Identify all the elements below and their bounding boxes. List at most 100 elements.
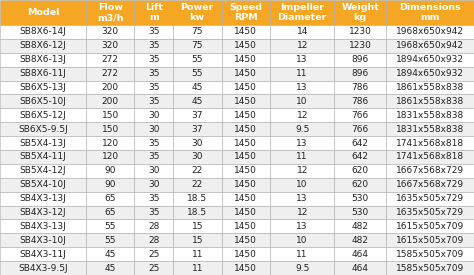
Bar bbox=[334, 25, 386, 39]
Text: 1635x505x729: 1635x505x729 bbox=[396, 208, 464, 217]
Bar bbox=[334, 192, 386, 205]
Text: 28: 28 bbox=[148, 222, 159, 231]
Bar bbox=[0, 233, 86, 247]
Text: 35: 35 bbox=[148, 139, 160, 148]
Bar bbox=[173, 67, 221, 81]
Bar bbox=[86, 233, 135, 247]
Bar bbox=[135, 261, 173, 275]
Text: 272: 272 bbox=[102, 55, 118, 64]
Bar bbox=[386, 39, 474, 53]
Bar bbox=[270, 81, 334, 94]
Text: SB5X4-12J: SB5X4-12J bbox=[19, 166, 66, 175]
Text: 200: 200 bbox=[101, 97, 119, 106]
Bar bbox=[270, 178, 334, 192]
Bar bbox=[86, 178, 135, 192]
Bar bbox=[173, 205, 221, 219]
Bar bbox=[221, 247, 270, 261]
Bar bbox=[270, 164, 334, 178]
Text: 482: 482 bbox=[352, 236, 369, 245]
Bar bbox=[221, 192, 270, 205]
Bar bbox=[386, 164, 474, 178]
Text: 15: 15 bbox=[191, 222, 203, 231]
Bar bbox=[86, 136, 135, 150]
Bar bbox=[0, 122, 86, 136]
Text: 1894x650x932: 1894x650x932 bbox=[396, 55, 464, 64]
Text: 482: 482 bbox=[352, 222, 369, 231]
Text: 10: 10 bbox=[296, 236, 308, 245]
Text: SB6X5-12J: SB6X5-12J bbox=[19, 111, 66, 120]
Text: SB5X4-10J: SB5X4-10J bbox=[19, 180, 66, 189]
Bar bbox=[135, 39, 173, 53]
Bar bbox=[0, 261, 86, 275]
Bar bbox=[0, 219, 86, 233]
Bar bbox=[334, 178, 386, 192]
Text: 1861x558x838: 1861x558x838 bbox=[396, 83, 464, 92]
Text: 642: 642 bbox=[352, 139, 369, 148]
Bar bbox=[270, 233, 334, 247]
Bar bbox=[386, 0, 474, 25]
Text: 1831x558x838: 1831x558x838 bbox=[396, 125, 464, 134]
Text: 150: 150 bbox=[101, 125, 119, 134]
Text: 464: 464 bbox=[352, 250, 369, 259]
Bar bbox=[386, 122, 474, 136]
Bar bbox=[386, 205, 474, 219]
Text: 55: 55 bbox=[191, 69, 203, 78]
Bar bbox=[0, 178, 86, 192]
Bar bbox=[221, 233, 270, 247]
Bar bbox=[334, 164, 386, 178]
Text: SB8X6-14J: SB8X6-14J bbox=[19, 28, 66, 37]
Bar bbox=[173, 0, 221, 25]
Bar bbox=[334, 136, 386, 150]
Text: 1450: 1450 bbox=[235, 125, 257, 134]
Text: 120: 120 bbox=[101, 152, 119, 161]
Bar bbox=[334, 0, 386, 25]
Bar bbox=[0, 192, 86, 205]
Bar bbox=[334, 94, 386, 108]
Text: 9.5: 9.5 bbox=[295, 263, 310, 273]
Text: 1635x505x729: 1635x505x729 bbox=[396, 194, 464, 203]
Bar bbox=[270, 150, 334, 164]
Text: 37: 37 bbox=[191, 125, 203, 134]
Text: 65: 65 bbox=[104, 194, 116, 203]
Text: SB4X3-12J: SB4X3-12J bbox=[19, 208, 66, 217]
Bar bbox=[221, 205, 270, 219]
Bar bbox=[135, 219, 173, 233]
Text: 11: 11 bbox=[191, 263, 203, 273]
Text: 13: 13 bbox=[296, 55, 308, 64]
Bar bbox=[386, 136, 474, 150]
Text: 55: 55 bbox=[104, 222, 116, 231]
Bar bbox=[221, 219, 270, 233]
Bar bbox=[135, 25, 173, 39]
Bar bbox=[221, 0, 270, 25]
Text: Speed
RPM: Speed RPM bbox=[229, 3, 263, 22]
Bar bbox=[221, 136, 270, 150]
Text: 30: 30 bbox=[148, 180, 160, 189]
Bar bbox=[386, 67, 474, 81]
Bar bbox=[386, 192, 474, 205]
Bar bbox=[386, 247, 474, 261]
Text: 1450: 1450 bbox=[235, 69, 257, 78]
Text: 620: 620 bbox=[352, 166, 369, 175]
Text: 786: 786 bbox=[352, 97, 369, 106]
Bar bbox=[270, 122, 334, 136]
Bar bbox=[86, 247, 135, 261]
Bar bbox=[270, 261, 334, 275]
Bar bbox=[135, 136, 173, 150]
Bar bbox=[221, 39, 270, 53]
Bar bbox=[86, 39, 135, 53]
Bar bbox=[135, 67, 173, 81]
Text: 1741x568x818: 1741x568x818 bbox=[396, 139, 464, 148]
Bar bbox=[221, 164, 270, 178]
Text: 75: 75 bbox=[191, 28, 203, 37]
Bar bbox=[221, 81, 270, 94]
Text: 1831x558x838: 1831x558x838 bbox=[396, 111, 464, 120]
Bar bbox=[135, 108, 173, 122]
Text: SB8X6-12J: SB8X6-12J bbox=[19, 41, 66, 50]
Bar bbox=[86, 192, 135, 205]
Text: 30: 30 bbox=[148, 166, 160, 175]
Text: 1450: 1450 bbox=[235, 55, 257, 64]
Text: 35: 35 bbox=[148, 55, 160, 64]
Text: 1450: 1450 bbox=[235, 28, 257, 37]
Text: 150: 150 bbox=[101, 111, 119, 120]
Text: Lift
m: Lift m bbox=[145, 3, 163, 22]
